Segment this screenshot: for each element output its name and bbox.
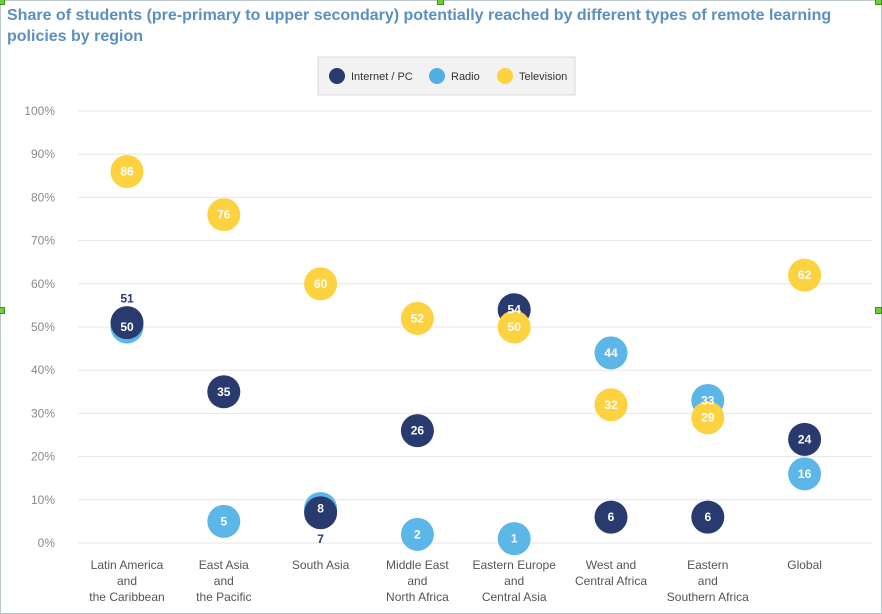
data-label: 62 [798, 268, 812, 282]
legend-box [317, 56, 576, 96]
data-label: 8 [317, 501, 324, 515]
x-category-label: and [214, 574, 234, 588]
y-tick-label: 50% [31, 320, 55, 334]
x-category-label: Central Asia [482, 590, 547, 604]
x-category-label: West and [586, 558, 636, 572]
data-point [207, 375, 241, 409]
y-tick-label: 0% [38, 536, 56, 550]
data-label: 24 [798, 432, 812, 446]
x-category-label: Central Africa [575, 574, 647, 588]
x-category-label: Southern Africa [667, 590, 749, 604]
resize-handle-top-left[interactable] [0, 0, 5, 5]
data-label: 76 [217, 208, 231, 222]
resize-handle-middle-left[interactable] [0, 307, 5, 314]
y-tick-label: 90% [31, 147, 55, 161]
data-point [594, 336, 628, 370]
y-tick-label: 100% [24, 104, 55, 118]
data-label: 86 [120, 164, 134, 178]
data-label: 60 [314, 277, 328, 291]
x-category-label: the Caribbean [89, 590, 164, 604]
x-category-label: and [504, 574, 524, 588]
data-point [400, 301, 434, 335]
data-label: 2 [414, 527, 421, 541]
x-category-label: Eastern [687, 558, 728, 572]
data-label: 1 [511, 532, 518, 546]
data-point [691, 401, 725, 435]
data-point [304, 496, 338, 530]
data-point [400, 414, 434, 448]
x-category-label: South Asia [292, 558, 350, 572]
x-category-label: and [698, 574, 718, 588]
y-tick-label: 60% [31, 277, 55, 291]
x-category-label: North Africa [386, 590, 449, 604]
data-label: 52 [411, 311, 425, 325]
data-label: 54 [508, 303, 522, 317]
data-label: 50 [120, 320, 134, 334]
data-point [400, 517, 434, 551]
data-point [594, 500, 628, 534]
data-point [788, 457, 822, 491]
data-point [110, 306, 144, 340]
x-category-label: East Asia [199, 558, 249, 572]
x-category-label: Middle East [386, 558, 449, 572]
data-label: 44 [604, 346, 618, 360]
data-label: 51 [120, 292, 134, 306]
y-tick-label: 20% [31, 450, 55, 464]
data-label: 6 [608, 510, 615, 524]
x-category-label: Eastern Europe [473, 558, 557, 572]
x-category-label: and [117, 574, 137, 588]
data-label: 16 [798, 467, 812, 481]
data-point [788, 258, 822, 292]
data-point [497, 310, 531, 344]
x-category-label: Latin America [91, 558, 164, 572]
resize-handle-top-middle[interactable] [437, 0, 444, 5]
data-label: 26 [411, 424, 425, 438]
chart-title: Share of students (pre-primary to upper … [7, 7, 832, 45]
legend-label: Internet / PC [351, 71, 413, 83]
data-point [497, 522, 531, 556]
legend-swatch [429, 68, 445, 84]
y-tick-label: 40% [31, 363, 55, 377]
data-point [304, 267, 338, 301]
data-point [788, 422, 822, 456]
data-point [691, 500, 725, 534]
legend-label: Television [519, 71, 567, 83]
data-label: 5 [220, 514, 227, 528]
y-tick-label: 80% [31, 190, 55, 204]
data-label: 32 [604, 398, 618, 412]
data-label: 6 [704, 510, 711, 524]
data-label: 35 [217, 385, 231, 399]
legend-label: Radio [451, 71, 480, 83]
y-tick-label: 10% [31, 493, 55, 507]
y-tick-label: 70% [31, 234, 55, 248]
x-category-label: Global [787, 558, 822, 572]
data-label: 7 [317, 532, 324, 546]
data-label: 29 [701, 411, 715, 425]
data-point [207, 198, 241, 232]
x-category-label: the Pacific [196, 590, 251, 604]
x-category-label: and [407, 574, 427, 588]
legend-swatch [329, 68, 345, 84]
data-point [207, 504, 241, 538]
data-point [594, 388, 628, 422]
data-point [110, 154, 144, 188]
y-tick-label: 30% [31, 406, 55, 420]
legend-swatch [497, 68, 513, 84]
data-label: 50 [508, 320, 522, 334]
data-label: 33 [701, 393, 715, 407]
